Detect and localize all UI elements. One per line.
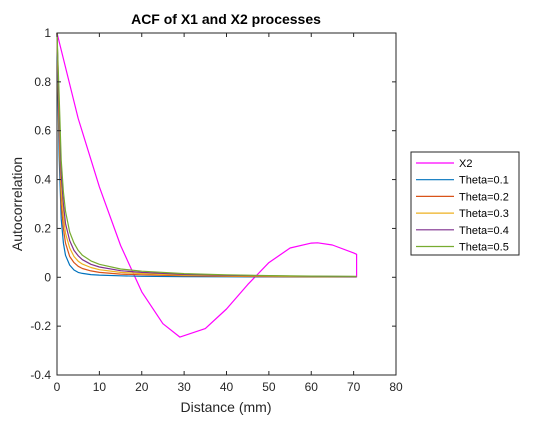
y-tick-label: 0 xyxy=(44,270,51,284)
legend-items: X2 Theta=0.1 Theta=0.2 Theta=0.3 Theta=0.4 Th… xyxy=(416,158,509,254)
y-tick-label: 1 xyxy=(44,26,51,40)
legend-box xyxy=(410,151,520,256)
x-tick-label: 80 xyxy=(389,380,403,394)
y-tick-label: -0.4 xyxy=(30,368,51,382)
x-tick-label: 40 xyxy=(220,380,234,394)
y-tick-label: 0.8 xyxy=(34,75,51,89)
x-tick-label: 50 xyxy=(262,380,276,394)
x-tick-label: 20 xyxy=(135,380,149,394)
legend-label: Theta=0.2 xyxy=(459,191,509,203)
x-tick-label: 30 xyxy=(177,380,191,394)
legend: X2 Theta=0.1 Theta=0.2 Theta=0.3 Theta=0.4 Th… xyxy=(410,151,520,256)
x-tick-label: 70 xyxy=(347,380,361,394)
x-tick-label: 10 xyxy=(93,380,107,394)
ticks-layer: 0 10 20 30 40 50 60 70 80 -0.4 -0.2 0 0.2 0.4 0.6 0.8 1 xyxy=(30,26,403,394)
series-line-x2 xyxy=(56,32,358,338)
series-line-theta-0-5 xyxy=(56,32,357,277)
y-tick-label: 0.2 xyxy=(34,221,51,235)
legend-label: Theta=0.3 xyxy=(459,208,509,220)
legend-label: Theta=0.5 xyxy=(459,242,509,254)
x-axis-label: Distance (mm) xyxy=(180,399,271,415)
plot-area xyxy=(56,32,397,376)
legend-label: Theta=0.4 xyxy=(459,225,509,237)
x-tick-label: 60 xyxy=(305,380,319,394)
y-tick-label: 0.4 xyxy=(34,173,51,187)
chart-title: ACF of X1 and X2 processes xyxy=(131,11,321,27)
y-tick-label: 0.6 xyxy=(34,124,51,138)
legend-label: X2 xyxy=(459,158,472,170)
legend-label: Theta=0.1 xyxy=(459,175,509,187)
series-layer xyxy=(56,32,358,338)
y-axis-label: Autocorrelation xyxy=(9,157,25,251)
x-tick-label: 0 xyxy=(54,380,61,394)
y-tick-label: -0.2 xyxy=(30,319,51,333)
